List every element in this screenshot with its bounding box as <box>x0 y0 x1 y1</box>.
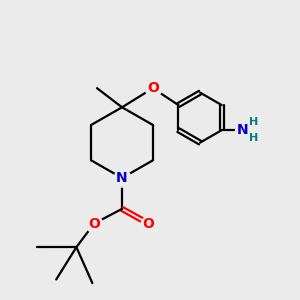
Text: O: O <box>147 81 159 95</box>
Text: N: N <box>116 171 128 185</box>
Text: O: O <box>88 217 100 231</box>
Text: H: H <box>249 134 258 143</box>
Text: H: H <box>249 117 258 127</box>
Text: N: N <box>236 123 248 137</box>
Text: N: N <box>116 171 128 185</box>
Text: O: O <box>142 217 154 231</box>
